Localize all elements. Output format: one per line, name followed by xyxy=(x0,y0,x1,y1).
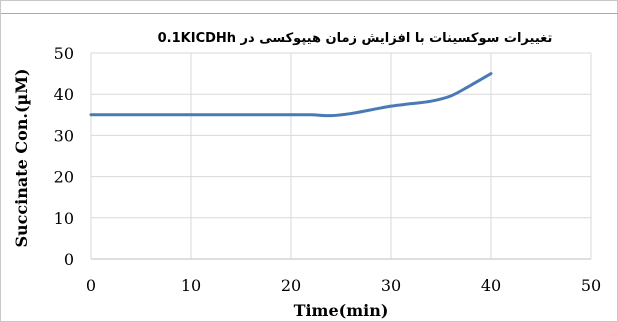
x-axis-title: Time(min) xyxy=(294,301,389,320)
x-tick-label: 50 xyxy=(581,276,601,295)
y-tick-labels: 0 10 20 30 40 50 xyxy=(54,44,74,269)
gridlines xyxy=(90,52,592,260)
x-tick-labels: 0 10 20 30 40 50 xyxy=(86,276,601,295)
y-tick-label: 20 xyxy=(54,168,74,187)
y-tick-label: 30 xyxy=(54,126,74,145)
y-tick-label: 10 xyxy=(54,209,74,228)
y-tick-label: 40 xyxy=(54,85,74,104)
series-line xyxy=(89,72,493,118)
chart-title: تغییرات سوکسینات با افزایش زمان هیپوکسی … xyxy=(158,31,553,46)
x-tick-label: 10 xyxy=(181,276,201,295)
series-lines xyxy=(89,72,493,118)
x-tick-label: 20 xyxy=(281,276,301,295)
y-tick-label: 0 xyxy=(64,250,74,269)
x-tick-label: 40 xyxy=(481,276,501,295)
x-tick-label: 30 xyxy=(381,276,401,295)
y-tick-label: 50 xyxy=(54,44,74,63)
x-tick-label: 0 xyxy=(86,276,96,295)
y-axis-title: Succinate Con.(µM) xyxy=(12,68,31,247)
top-divider xyxy=(1,1,618,14)
